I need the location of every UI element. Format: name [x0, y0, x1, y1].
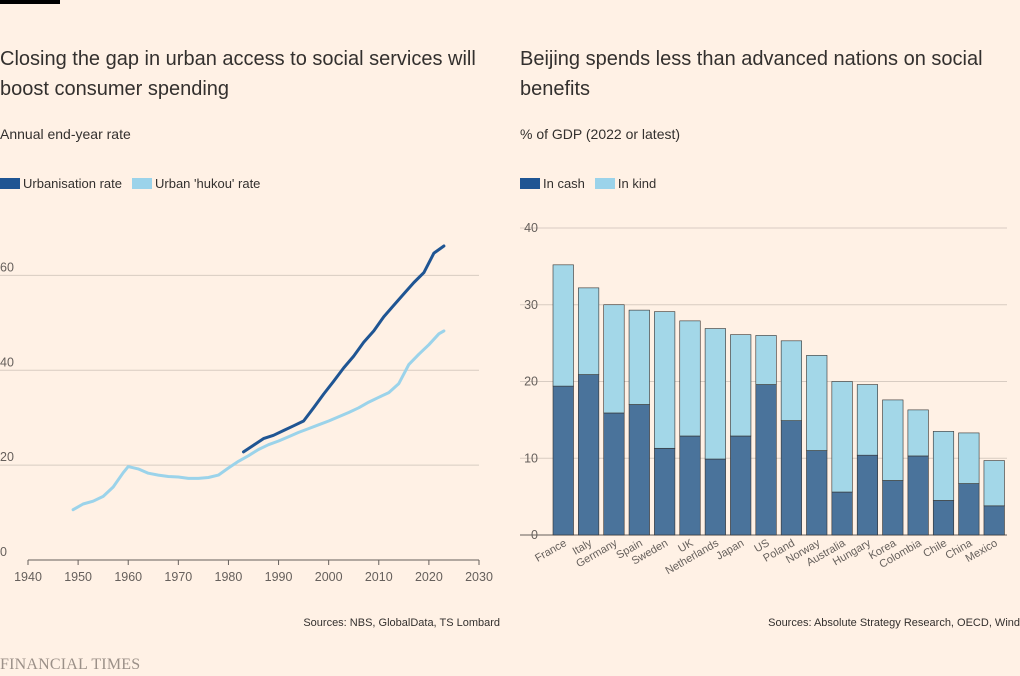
bar-in-kind [704, 328, 726, 460]
bar-in-kind [755, 335, 777, 385]
legend-item-in-cash: In cash [520, 176, 585, 191]
y-tick-label: 10 [524, 451, 538, 465]
y-tick-label: 30 [524, 298, 538, 312]
bar-in-cash [831, 491, 853, 536]
y-tick-label: 20 [0, 450, 14, 464]
legend-item-urbanisation: Urbanisation rate [0, 176, 122, 191]
x-tick-label: 1940 [14, 570, 42, 584]
bar-in-cash [983, 505, 1005, 536]
bar-in-cash [806, 450, 828, 536]
bar-in-cash [958, 483, 980, 536]
x-category-label: Japan [714, 537, 746, 562]
ft-brand-logo: FINANCIAL TIMES [0, 656, 141, 673]
legend-label-in-kind: In kind [617, 176, 657, 191]
bar-in-cash [679, 435, 701, 536]
right-chart-legend: In cash In kind [520, 176, 656, 191]
bar-in-cash [882, 480, 904, 536]
bar-in-kind [907, 409, 929, 457]
bar-in-kind [958, 432, 980, 484]
bar-in-kind [780, 340, 802, 421]
right-chart-subtitle: % of GDP (2022 or latest) [520, 126, 681, 142]
x-category-label: France [533, 537, 569, 565]
left-chart-panel: Closing the gap in urban access to socia… [0, 0, 500, 640]
bar-in-kind [628, 309, 650, 405]
bar-in-cash [552, 385, 574, 536]
right-chart-source: Sources: Absolute Strategy Research, OEC… [768, 617, 1020, 629]
bar-in-kind [856, 384, 879, 456]
x-tick-label: 1970 [164, 570, 192, 584]
legend-swatch-in-kind [594, 178, 615, 189]
bar-in-kind [730, 334, 752, 437]
bar-in-kind [831, 381, 853, 493]
legend-label-in-cash: In cash [543, 176, 585, 191]
legend-item-hukou: Urban 'hukou' rate [132, 176, 260, 191]
right-chart-title: Beijing spends less than advanced nation… [520, 48, 983, 100]
bar-in-cash [780, 420, 802, 536]
urban-hukou-rate-line [71, 329, 446, 512]
bar-in-kind [578, 287, 600, 375]
y-tick-label: 0 [0, 545, 7, 559]
left-chart-subtitle: Annual end-year rate [0, 126, 131, 142]
bar-in-cash [654, 447, 676, 536]
legend-item-in-kind: In kind [594, 176, 657, 191]
left-chart-title: Closing the gap in urban access to socia… [0, 48, 476, 100]
legend-swatch-hukou [132, 178, 152, 189]
urbanisation-rate-line [242, 244, 446, 454]
x-category-label: Chile [921, 537, 949, 560]
x-tick-label: 2010 [365, 570, 393, 584]
bar-in-cash [730, 435, 752, 536]
bar-in-kind [679, 320, 701, 437]
bar-in-cash [907, 455, 929, 536]
legend-swatch-in-cash [520, 178, 540, 189]
bar-in-kind [603, 304, 625, 414]
bar-in-kind [983, 460, 1005, 507]
x-tick-label: 1980 [215, 570, 243, 584]
legend-swatch-urbanisation [0, 178, 20, 189]
line-chart: 0 20 40 60 1940 1950 1960 1970 1980 1990 2000 2010 2… [0, 244, 493, 584]
right-chart-panel: Beijing spends less than advanced nation… [520, 0, 1020, 640]
x-tick-label: 2000 [315, 570, 343, 584]
bar-in-kind [552, 264, 574, 387]
x-tick-label: 2030 [465, 570, 493, 584]
left-chart-source: Sources: NBS, GlobalData, TS Lombard [303, 617, 500, 629]
bar-in-kind [932, 431, 955, 501]
y-tick-label: 60 [0, 260, 14, 274]
left-chart-legend: Urbanisation rate Urban 'hukou' rate [0, 176, 260, 191]
bar-in-cash [755, 384, 777, 536]
y-tick-label: 0 [531, 528, 538, 542]
bar-in-cash [628, 404, 650, 536]
bar-in-cash [578, 374, 600, 536]
legend-label-hukou: Urban 'hukou' rate [155, 176, 261, 191]
x-tick-label: 1990 [265, 570, 293, 584]
bar-in-kind [806, 355, 828, 451]
y-tick-label: 40 [524, 221, 538, 235]
bar-in-kind [654, 311, 676, 449]
bar-in-cash [932, 500, 955, 536]
bar-in-cash [856, 454, 879, 536]
bar-in-kind [882, 399, 904, 481]
y-tick-label: 20 [524, 375, 538, 389]
bar-in-cash [704, 458, 726, 536]
ft-top-bar [0, 0, 60, 4]
x-tick-label: 1960 [114, 570, 142, 584]
x-tick-label: 2020 [415, 570, 443, 584]
legend-label-urbanisation: Urbanisation rate [23, 176, 122, 191]
bar-in-cash [603, 412, 625, 536]
y-tick-label: 40 [0, 355, 14, 369]
x-tick-label: 1950 [64, 570, 92, 584]
